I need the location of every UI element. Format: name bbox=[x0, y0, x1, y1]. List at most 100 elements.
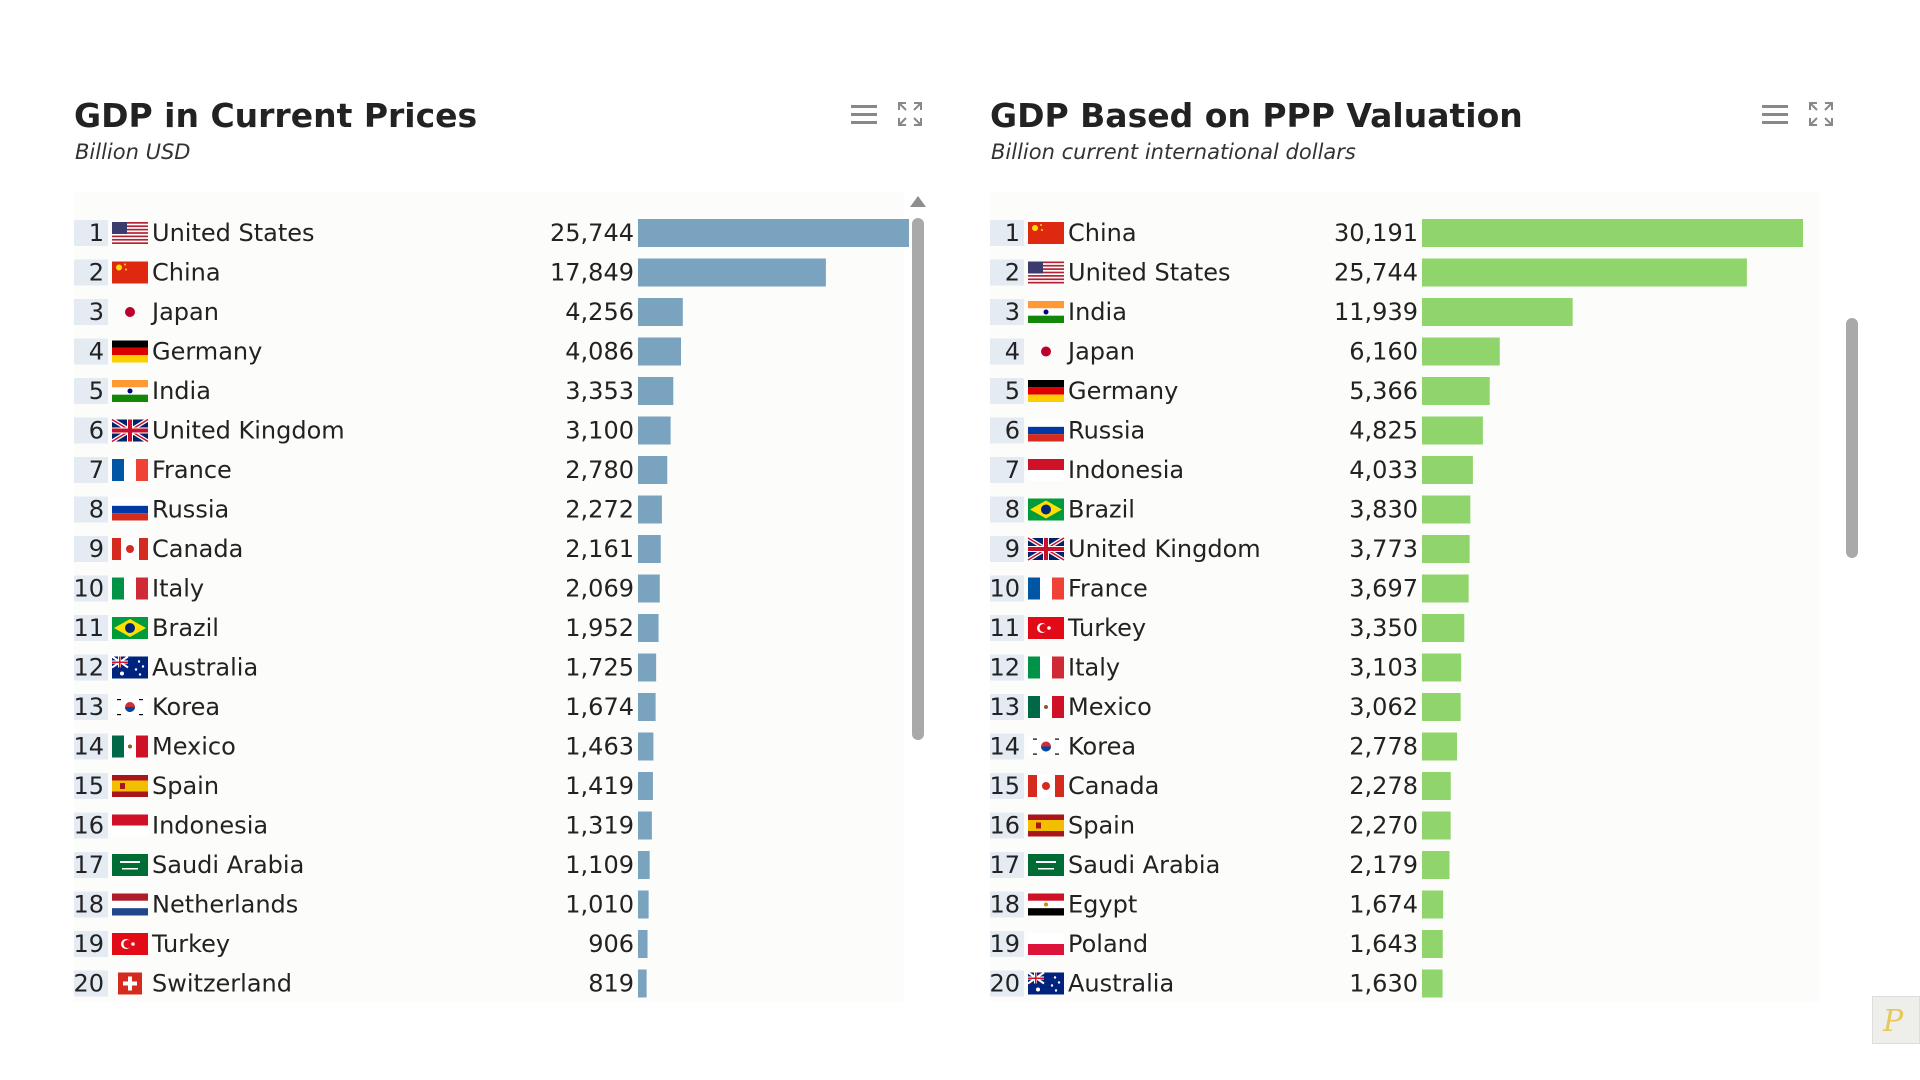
bar[interactable] bbox=[638, 574, 660, 603]
rank-badge bbox=[74, 970, 108, 997]
bar[interactable] bbox=[638, 416, 671, 445]
bar-row: 11 Brazil 1,952 bbox=[73, 614, 659, 642]
bar[interactable] bbox=[638, 653, 657, 682]
rank-label: 2 bbox=[89, 259, 104, 287]
rank-badge bbox=[990, 378, 1024, 404]
bar[interactable] bbox=[1422, 732, 1458, 761]
bar[interactable] bbox=[638, 732, 654, 761]
category-label: Netherlands bbox=[152, 891, 298, 919]
category-label: Turkey bbox=[1067, 614, 1146, 642]
bar[interactable] bbox=[1422, 693, 1461, 721]
rank-label: 16 bbox=[989, 812, 1020, 840]
rank-badge bbox=[990, 299, 1024, 325]
bar[interactable] bbox=[1422, 298, 1573, 326]
value-label: 2,161 bbox=[565, 535, 634, 563]
hamburger-menu-icon[interactable] bbox=[1762, 103, 1788, 125]
scrollbar-thumb[interactable] bbox=[912, 218, 924, 740]
bar[interactable] bbox=[638, 298, 683, 326]
bar-row: 19 Poland 1,643 bbox=[989, 930, 1443, 958]
rank-label: 15 bbox=[989, 772, 1020, 800]
bar[interactable] bbox=[638, 693, 656, 721]
bar-row: 4 Germany 4,086 bbox=[74, 337, 682, 366]
value-label: 11,939 bbox=[1334, 298, 1418, 326]
bar-row: 19 Turkey 906 bbox=[73, 930, 648, 958]
bar[interactable] bbox=[1422, 535, 1470, 563]
es-flag-icon bbox=[1028, 814, 1064, 837]
bar[interactable] bbox=[1422, 219, 1803, 247]
category-label: Japan bbox=[150, 298, 219, 326]
bar[interactable] bbox=[1422, 772, 1451, 800]
scrollbar-track[interactable] bbox=[912, 218, 924, 740]
value-label: 4,086 bbox=[565, 338, 634, 366]
bar[interactable] bbox=[638, 535, 661, 563]
bar-row: 16 Indonesia 1,319 bbox=[73, 811, 652, 840]
bar[interactable] bbox=[638, 456, 668, 484]
rank-label: 7 bbox=[89, 456, 104, 484]
hamburger-menu-icon[interactable] bbox=[851, 103, 877, 125]
value-label: 2,179 bbox=[1349, 851, 1418, 879]
au-flag-icon bbox=[111, 655, 148, 679]
rank-badge bbox=[74, 812, 108, 839]
rank-badge bbox=[990, 496, 1024, 523]
scrollbar-track[interactable] bbox=[1846, 318, 1858, 558]
value-label: 1,419 bbox=[565, 772, 634, 800]
gdp-ppp-panel: GDP Based on PPP Valuation Billion curre… bbox=[989, 96, 1860, 1016]
bar[interactable] bbox=[1422, 930, 1443, 958]
bar[interactable] bbox=[1422, 416, 1483, 445]
bar[interactable] bbox=[638, 495, 662, 524]
bar-row: 10 France 3,697 bbox=[989, 574, 1469, 603]
fr-flag-icon bbox=[112, 459, 148, 481]
expand-icon[interactable] bbox=[897, 101, 923, 127]
bar[interactable] bbox=[1422, 851, 1450, 879]
bar[interactable] bbox=[1422, 377, 1490, 405]
bar[interactable] bbox=[1422, 574, 1469, 603]
bar-row: 11 Turkey 3,350 bbox=[989, 614, 1465, 642]
bar[interactable] bbox=[638, 851, 650, 879]
category-label: China bbox=[1068, 219, 1137, 247]
rank-badge bbox=[990, 338, 1024, 365]
category-label: Russia bbox=[1068, 417, 1145, 445]
category-label: Canada bbox=[1068, 772, 1159, 800]
svg-text:P: P bbox=[1882, 1004, 1904, 1039]
tr-flag-icon bbox=[112, 933, 148, 955]
bar-row: 15 Canada 2,278 bbox=[989, 772, 1451, 800]
value-label: 2,278 bbox=[1349, 772, 1418, 800]
bar[interactable] bbox=[1422, 337, 1500, 366]
bar[interactable] bbox=[638, 890, 649, 919]
scrollbar-thumb[interactable] bbox=[1846, 318, 1858, 558]
bar[interactable] bbox=[1422, 495, 1471, 524]
category-label: Russia bbox=[152, 496, 229, 524]
value-label: 3,697 bbox=[1349, 575, 1418, 603]
bar[interactable] bbox=[1422, 969, 1443, 998]
rank-label: 9 bbox=[89, 535, 104, 563]
bar[interactable] bbox=[1422, 811, 1451, 840]
category-label: Turkey bbox=[151, 930, 230, 958]
value-label: 3,062 bbox=[1349, 693, 1418, 721]
bar[interactable] bbox=[638, 377, 674, 405]
value-label: 1,319 bbox=[565, 812, 634, 840]
bar[interactable] bbox=[638, 337, 682, 366]
chevron-up-icon[interactable] bbox=[910, 196, 926, 207]
bar[interactable] bbox=[638, 614, 659, 642]
bar[interactable] bbox=[638, 930, 648, 958]
bar-row: 17 Saudi Arabia 2,179 bbox=[989, 851, 1450, 879]
bar[interactable] bbox=[638, 772, 653, 800]
category-label: Brazil bbox=[152, 614, 219, 642]
bar[interactable] bbox=[638, 811, 652, 840]
value-label: 5,366 bbox=[1349, 377, 1418, 405]
bar[interactable] bbox=[1422, 890, 1444, 919]
expand-icon[interactable] bbox=[1808, 101, 1834, 127]
bar[interactable] bbox=[1422, 614, 1465, 642]
bar[interactable] bbox=[1422, 653, 1462, 682]
it-flag-icon bbox=[1028, 656, 1064, 679]
rank-label: 9 bbox=[1005, 535, 1020, 563]
bar[interactable] bbox=[638, 219, 909, 247]
bar[interactable] bbox=[638, 969, 647, 998]
value-label: 906 bbox=[588, 930, 634, 958]
rank-label: 18 bbox=[989, 891, 1020, 919]
bar-row: 20 Australia 1,630 bbox=[989, 969, 1443, 998]
bar[interactable] bbox=[638, 258, 826, 287]
rank-badge bbox=[990, 220, 1024, 246]
bar[interactable] bbox=[1422, 456, 1473, 484]
bar[interactable] bbox=[1422, 258, 1747, 287]
